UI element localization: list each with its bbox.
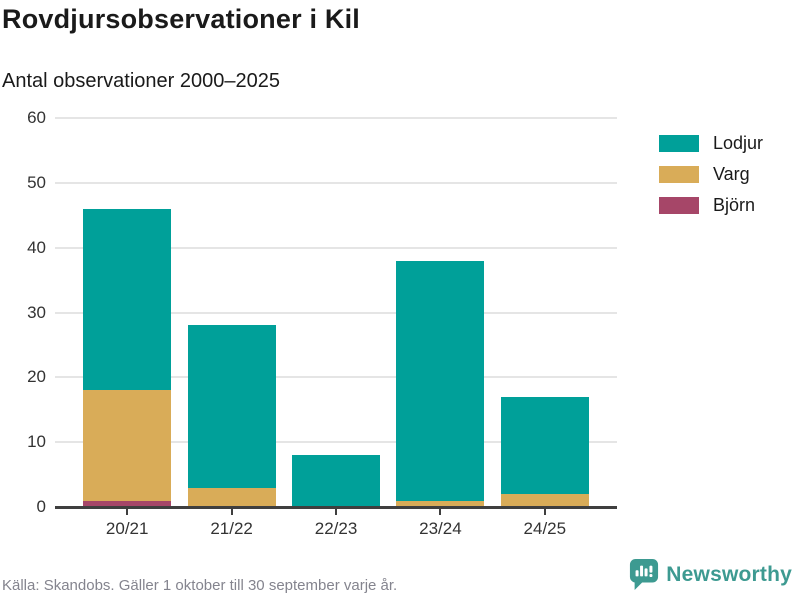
- legend: Lodjur Varg Björn: [659, 133, 763, 216]
- y-tick-label-20: 20: [27, 367, 46, 387]
- bar-segment-varg-24-25: [500, 494, 589, 507]
- bar-segment-lodjur-22-23: [292, 455, 381, 507]
- newsworthy-wordmark: Newsworthy: [666, 562, 792, 586]
- x-cell-20-21: 20/21: [75, 508, 179, 539]
- x-tick-label-20-21: 20/21: [105, 519, 149, 538]
- x-cell-22-23: 22/23: [284, 508, 388, 539]
- gridline-20: [55, 376, 617, 379]
- bar-21-22: [179, 118, 283, 507]
- chart-title: Rovdjursobservationer i Kil: [2, 4, 360, 34]
- y-axis-labels: 0 10 20 30 40 50 60: [0, 108, 46, 516]
- legend-swatch-varg: [659, 166, 699, 183]
- x-tick: [439, 508, 442, 515]
- y-tick-label-10: 10: [27, 432, 46, 452]
- x-cell-21-22: 21/22: [179, 508, 283, 539]
- bar-24-25: [493, 118, 597, 507]
- x-tick: [126, 508, 129, 515]
- chart-subtitle: Antal observationer 2000–2025: [2, 70, 280, 92]
- x-tick: [543, 508, 546, 515]
- bar-23-24: [388, 118, 492, 507]
- gridline-10: [55, 441, 617, 444]
- bar-22-23: [284, 118, 388, 507]
- bar-segment-björn-20-21: [83, 500, 172, 507]
- gridline-60: [55, 117, 617, 119]
- x-cell-24-25: 24/25: [493, 508, 597, 539]
- x-axis-line: [55, 506, 617, 509]
- legend-swatch-björn: [659, 197, 699, 214]
- x-cell-23-24: 23/24: [388, 508, 492, 539]
- y-tick-label-40: 40: [27, 237, 46, 257]
- gridline-40: [55, 246, 617, 249]
- y-tick-label-30: 30: [27, 302, 46, 322]
- x-tick-label-21-22: 21/22: [210, 519, 253, 538]
- plot-area: [55, 117, 617, 509]
- x-tick: [230, 508, 233, 515]
- gridline-30: [55, 311, 617, 314]
- bar-20-21: [75, 118, 179, 507]
- legend-item-björn: Björn: [659, 195, 763, 216]
- legend-label-lodjur: Lodjur: [713, 133, 764, 153]
- bar-segment-varg-23-24: [396, 500, 485, 507]
- x-tick-label-22-23: 22/23: [314, 519, 358, 538]
- y-tick-label-60: 60: [27, 108, 46, 127]
- bar-segment-lodjur-24-25: [500, 396, 589, 495]
- source-note: Källa: Skandobs. Gäller 1 oktober till 3…: [2, 577, 398, 594]
- legend-item-varg: Varg: [659, 164, 763, 185]
- legend-label-björn: Björn: [713, 195, 756, 215]
- bars-container: [75, 118, 597, 507]
- newsworthy-branding[interactable]: Newsworthy: [629, 558, 792, 591]
- x-axis-labels: 20/21 21/22 22/23 23/24 24/25: [75, 508, 597, 539]
- bar-segment-varg-21-22: [187, 487, 276, 507]
- legend-item-lodjur: Lodjur: [659, 133, 763, 154]
- legend-label-varg: Varg: [713, 164, 750, 184]
- gridline-50: [55, 181, 617, 184]
- x-tick-label-23-24: 23/24: [419, 519, 462, 538]
- x-tick: [335, 508, 338, 515]
- x-tick-label-24-25: 24/25: [523, 519, 567, 538]
- bar-segment-varg-20-21: [83, 390, 172, 501]
- y-tick-label-0: 0: [36, 497, 46, 516]
- bar-segment-lodjur-23-24: [396, 260, 485, 501]
- bar-segment-lodjur-21-22: [187, 325, 276, 488]
- bar-chart-speech-bubble-icon: [630, 559, 659, 590]
- y-tick-label-50: 50: [27, 172, 46, 192]
- legend-swatch-lodjur: [659, 135, 699, 152]
- bar-segment-lodjur-20-21: [83, 208, 172, 391]
